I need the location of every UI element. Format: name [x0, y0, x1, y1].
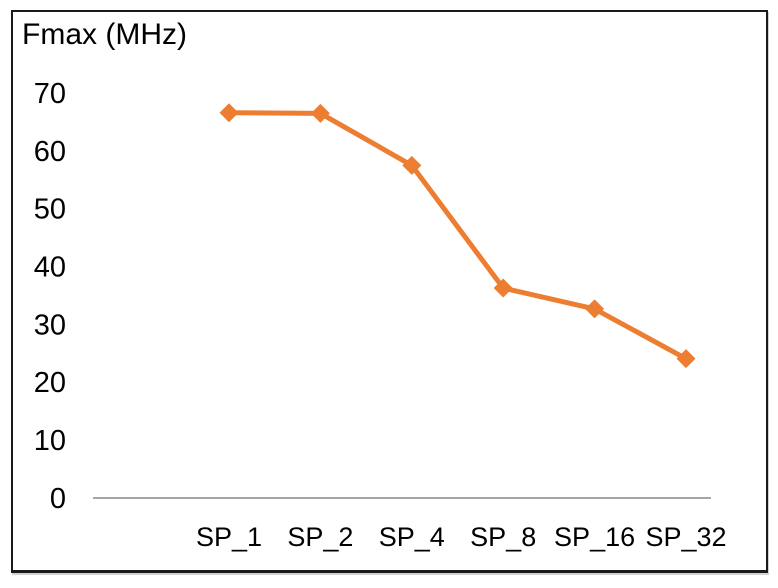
data-point-marker: [310, 103, 330, 123]
x-category-label: SP_8: [470, 522, 536, 552]
chart-title: Fmax (MHz): [22, 18, 187, 51]
data-point-marker: [493, 278, 513, 298]
y-tick-label: 0: [50, 483, 66, 515]
data-point-marker: [219, 103, 239, 123]
x-category-label: SP_32: [645, 522, 726, 552]
chart-frame: [11, 10, 768, 573]
y-tick-label: 10: [34, 425, 66, 457]
y-tick-label: 50: [34, 194, 66, 226]
x-category-label: SP_1: [196, 522, 262, 552]
series-line: [226, 110, 689, 362]
y-tick-label: 40: [34, 252, 66, 284]
data-point-marker: [402, 155, 422, 175]
y-tick-label: 70: [34, 78, 66, 110]
x-category-label: SP_4: [379, 522, 445, 552]
x-category-label: SP_16: [554, 522, 635, 552]
y-tick-label: 20: [34, 367, 66, 399]
y-tick-label: 30: [34, 309, 66, 341]
data-point-marker: [676, 349, 696, 369]
data-point-marker: [585, 299, 605, 319]
y-tick-label: 60: [34, 136, 66, 168]
x-category-label: SP_2: [287, 522, 353, 552]
